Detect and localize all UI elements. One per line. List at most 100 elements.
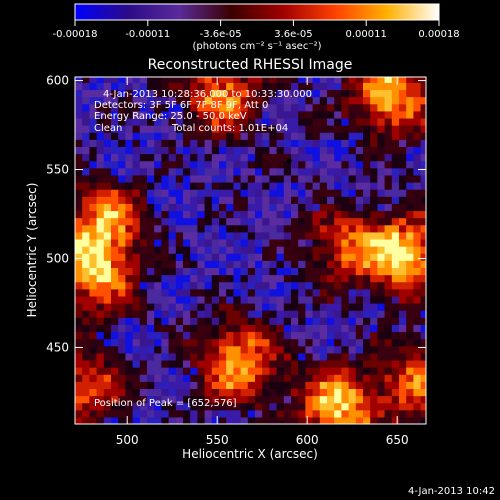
heatmap-cell xyxy=(211,310,220,318)
heatmap-cell xyxy=(89,110,98,119)
heatmap-cell xyxy=(276,302,285,311)
heatmap-cell xyxy=(341,125,350,133)
heatmap-cell xyxy=(183,367,191,375)
heatmap-cell xyxy=(399,388,407,397)
heatmap-cell xyxy=(197,288,206,297)
heatmap-cell xyxy=(413,267,422,276)
heatmap-cell xyxy=(240,217,249,226)
heatmap-cell xyxy=(103,125,112,133)
heatmap-cell xyxy=(255,231,263,240)
heatmap-cell xyxy=(420,167,426,176)
heatmap-cell xyxy=(247,267,256,276)
heatmap-cell xyxy=(125,82,134,91)
heatmap-cell xyxy=(168,231,177,240)
heatmap-cell xyxy=(341,160,350,169)
heatmap-cell xyxy=(298,103,306,112)
heatmap-cell xyxy=(96,103,105,112)
heatmap-cell xyxy=(168,295,177,304)
heatmap-cell xyxy=(147,345,155,354)
heatmap-cell xyxy=(139,89,148,98)
heatmap-cell xyxy=(89,260,98,269)
heatmap-cell xyxy=(75,310,83,318)
heatmap-cell xyxy=(82,110,90,119)
heatmap-cell xyxy=(298,388,306,397)
heatmap-cell xyxy=(269,281,278,290)
heatmap-cell xyxy=(190,359,198,368)
heatmap-cell xyxy=(363,203,371,212)
heatmap-cell xyxy=(125,217,134,226)
heatmap-cell xyxy=(111,374,119,382)
heatmap-cell xyxy=(154,167,162,176)
heatmap-cell xyxy=(204,196,213,204)
heatmap-cell xyxy=(355,324,364,333)
heatmap-cell xyxy=(154,402,162,411)
heatmap-cell xyxy=(327,203,335,212)
heatmap-cell xyxy=(168,267,177,276)
heatmap-cell xyxy=(168,253,177,261)
heatmap-cell xyxy=(298,203,306,212)
heatmap-cell xyxy=(377,310,386,318)
heatmap-cell xyxy=(305,281,314,290)
x-tick-label: 600 xyxy=(296,433,319,447)
heatmap-cell xyxy=(291,246,299,254)
heatmap-cell xyxy=(334,416,342,424)
heatmap-cell xyxy=(197,96,206,105)
heatmap-cell xyxy=(348,345,357,354)
heatmap-cell xyxy=(283,267,292,276)
heatmap-cell xyxy=(363,77,371,83)
heatmap-cell xyxy=(334,367,342,375)
heatmap-cell xyxy=(89,253,98,261)
heatmap-cell xyxy=(139,117,148,126)
heatmap-cell xyxy=(125,317,134,325)
heatmap-cell xyxy=(132,345,141,354)
heatmap-cell xyxy=(384,310,393,318)
heatmap-cell xyxy=(211,132,220,140)
heatmap-cell xyxy=(348,281,357,290)
heatmap-cell xyxy=(111,295,119,304)
heatmap-cell xyxy=(240,352,249,361)
heatmap-cell xyxy=(327,331,335,340)
heatmap-cell xyxy=(255,103,263,112)
heatmap-cell xyxy=(363,416,371,424)
heatmap-cell xyxy=(319,196,328,204)
heatmap-cell xyxy=(355,246,364,254)
heatmap-cell xyxy=(363,89,371,98)
heatmap-cell xyxy=(96,288,105,297)
heatmap-cell xyxy=(219,416,227,424)
heatmap-cell xyxy=(327,160,335,169)
heatmap-cell xyxy=(139,196,148,204)
heatmap-cell xyxy=(363,217,371,226)
heatmap-cell xyxy=(233,77,242,83)
heatmap-cell xyxy=(276,352,285,361)
heatmap-cell xyxy=(204,117,213,126)
heatmap-cell xyxy=(291,167,299,176)
heatmap-cell xyxy=(255,374,263,382)
heatmap-cell xyxy=(291,324,299,333)
heatmap-cell xyxy=(89,96,98,105)
heatmap-cell xyxy=(233,395,242,404)
heatmap-cell xyxy=(154,125,162,133)
heatmap-cell xyxy=(399,174,407,183)
heatmap-cell xyxy=(327,246,335,254)
heatmap-cell xyxy=(420,295,426,304)
heatmap-cell xyxy=(255,139,263,147)
heatmap-cell xyxy=(341,146,350,155)
heatmap-cell xyxy=(89,288,98,297)
heatmap-cell xyxy=(89,352,98,361)
heatmap-cell xyxy=(291,217,299,226)
heatmap-cell xyxy=(327,324,335,333)
heatmap-cell xyxy=(147,374,155,382)
heatmap-cell xyxy=(211,139,220,147)
heatmap-cell xyxy=(262,338,270,347)
heatmap-cell xyxy=(118,317,126,325)
heatmap-cell xyxy=(413,117,422,126)
heatmap-cell xyxy=(75,82,83,91)
heatmap-cell xyxy=(255,217,263,226)
heatmap-cell xyxy=(413,203,422,212)
heatmap-cell xyxy=(168,146,177,155)
heatmap-cell xyxy=(269,77,278,83)
heatmap-cell xyxy=(240,246,249,254)
heatmap-cell xyxy=(391,295,400,304)
heatmap-cell xyxy=(139,217,148,226)
heatmap-cell xyxy=(233,302,242,311)
